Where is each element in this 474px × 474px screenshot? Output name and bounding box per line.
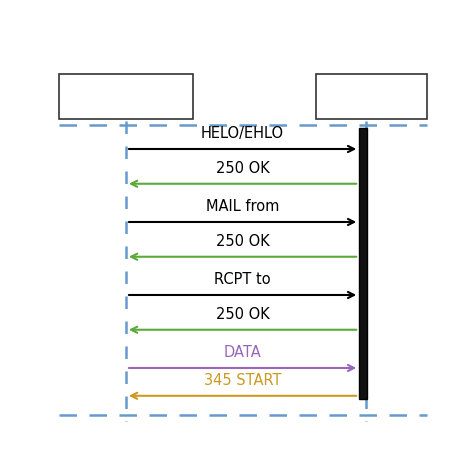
Text: Mail serv: Mail serv [334, 88, 416, 106]
Text: 250 OK: 250 OK [216, 307, 269, 322]
Text: 250 OK: 250 OK [216, 234, 269, 249]
Text: DATA: DATA [224, 346, 262, 360]
Text: 345 START: 345 START [204, 373, 282, 388]
Bar [59, 74, 193, 119]
Text: RCPT to: RCPT to [214, 273, 271, 287]
Bar [359, 128, 367, 399]
Bar [316, 74, 427, 119]
Text: e-mail Client: e-mail Client [75, 88, 190, 106]
Text: HELO/EHLO: HELO/EHLO [201, 127, 284, 141]
Text: MAIL from: MAIL from [206, 200, 279, 214]
Text: 250 OK: 250 OK [216, 161, 269, 176]
